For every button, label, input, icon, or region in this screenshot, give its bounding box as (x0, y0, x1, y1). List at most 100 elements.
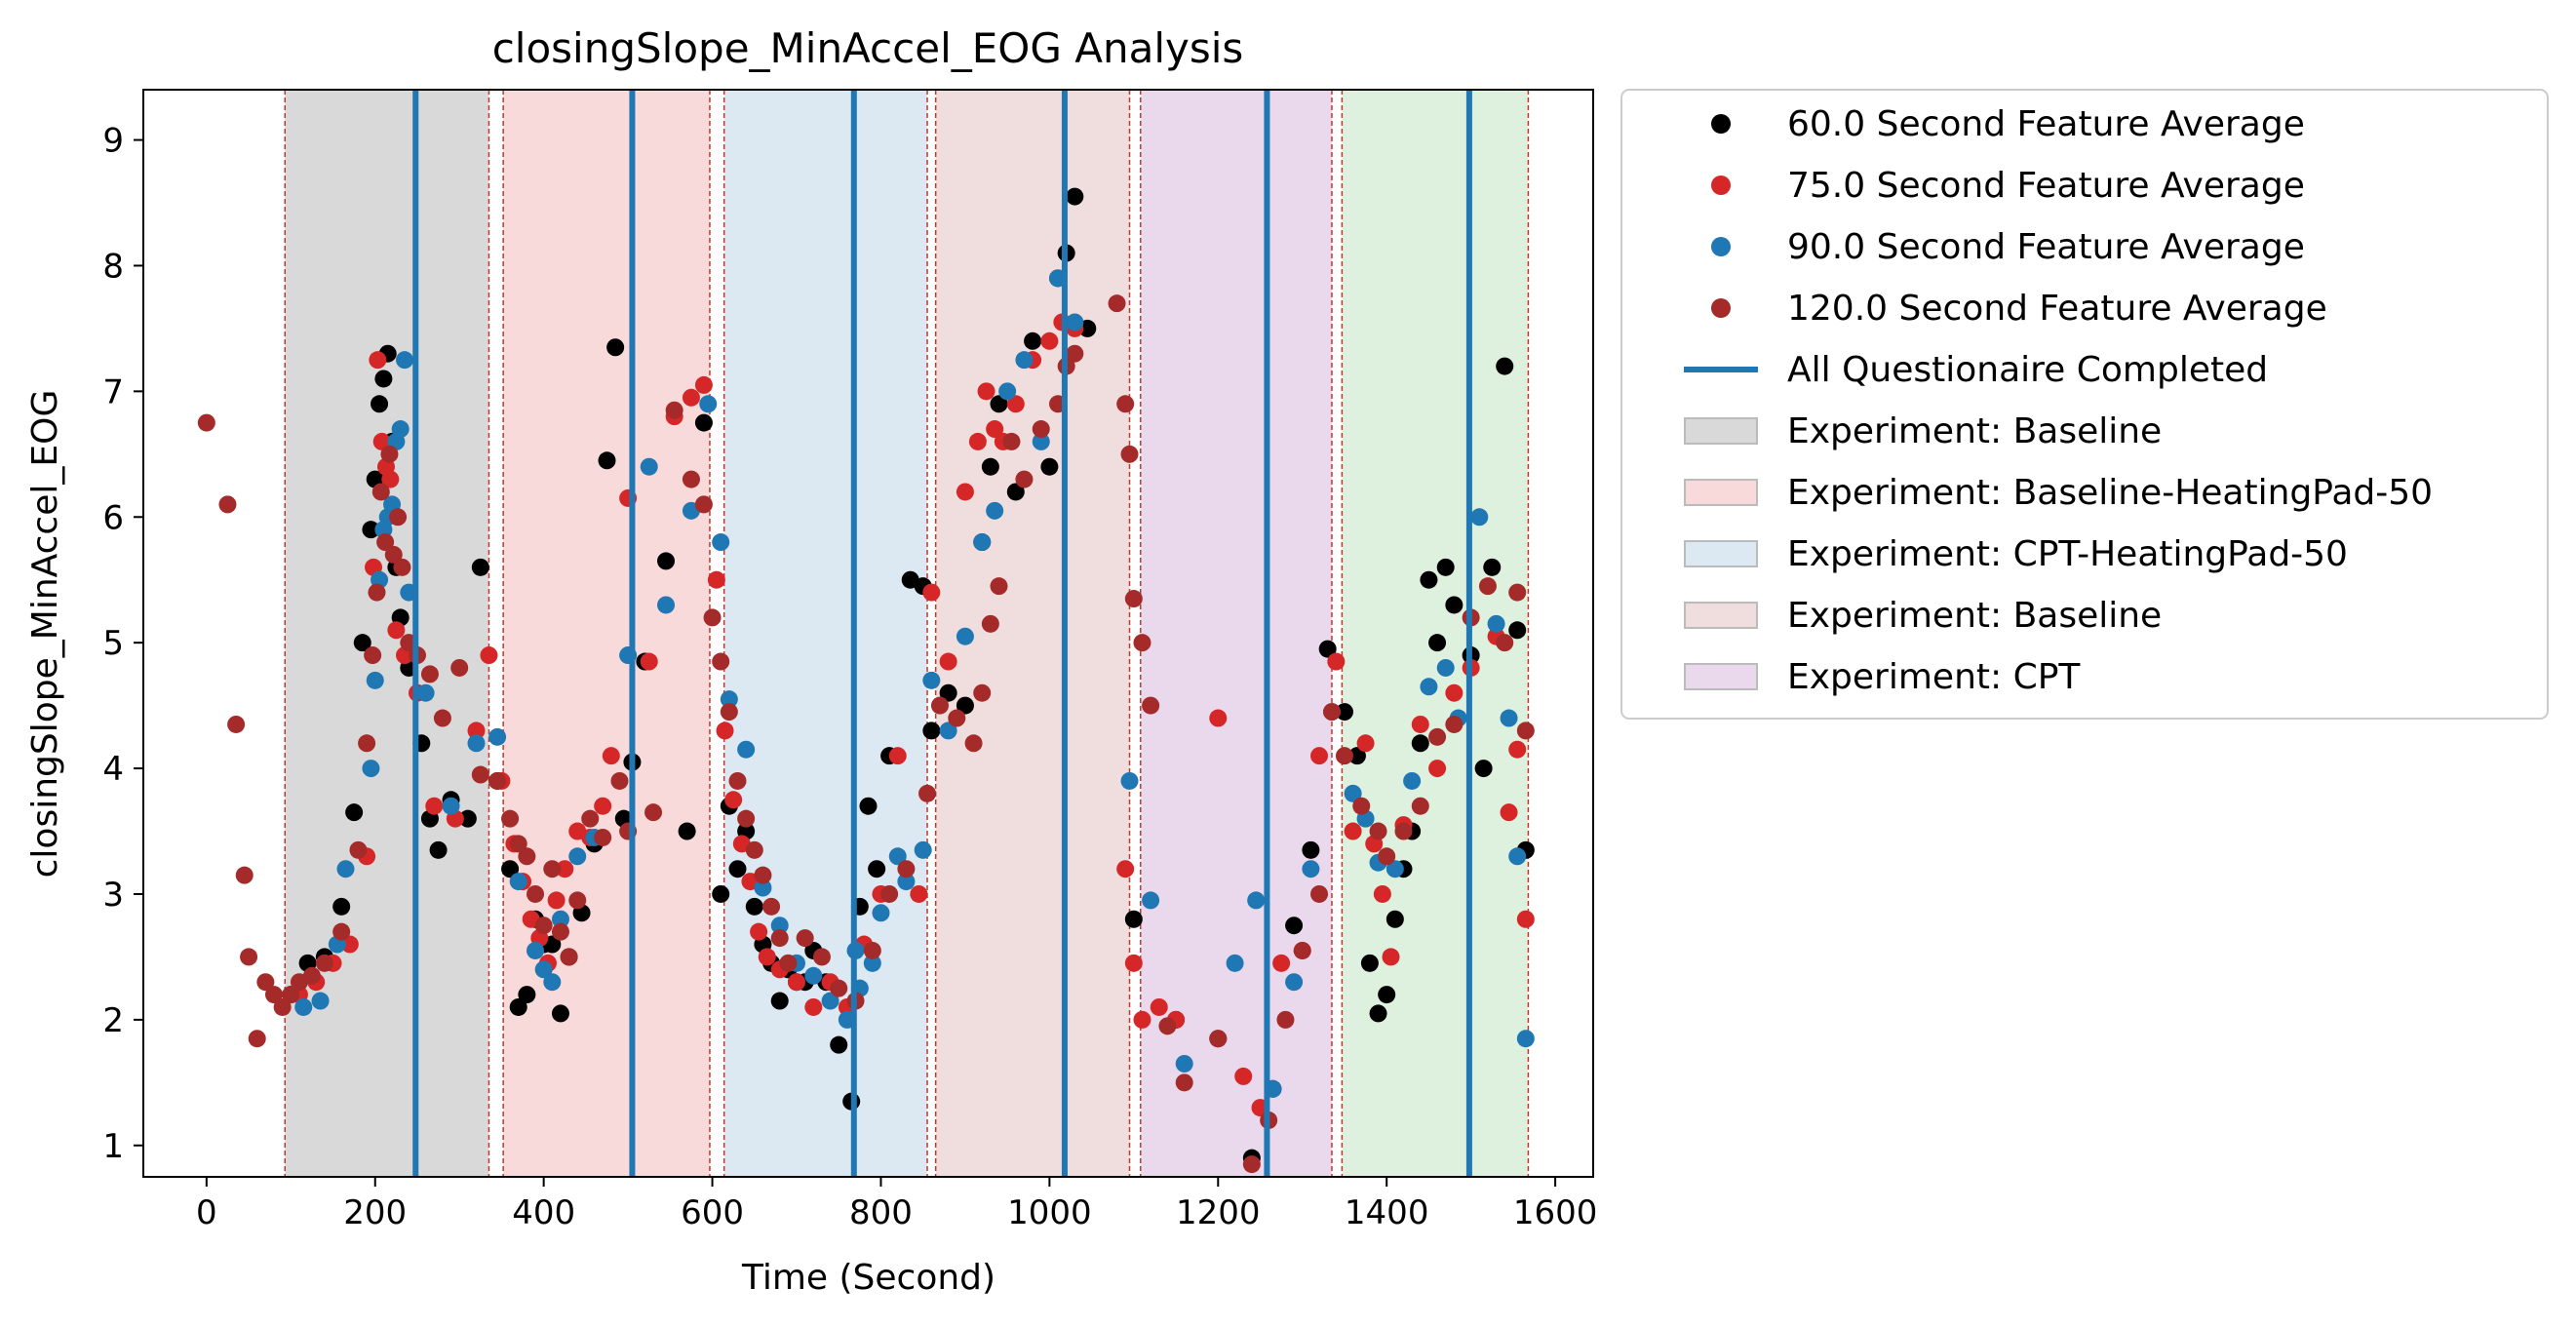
data-point-s0-99 (1508, 621, 1527, 640)
data-point-s2-68 (1386, 860, 1404, 878)
x-tick-label-7: 1400 (1345, 1193, 1429, 1232)
data-point-s2-56 (1120, 771, 1139, 790)
data-point-s3-63 (880, 884, 899, 903)
data-point-s3-39 (568, 891, 587, 910)
data-point-s3-98 (1411, 797, 1429, 815)
data-point-s0-94 (1445, 596, 1464, 614)
y-tick-label-8: 9 (102, 122, 124, 161)
data-point-s1-75 (1356, 734, 1375, 753)
data-point-s1-62 (1116, 860, 1135, 878)
data-point-s1-42 (788, 973, 806, 992)
data-point-s3-12 (315, 954, 333, 972)
x-tick-label-8: 1600 (1513, 1193, 1598, 1232)
data-point-s2-19 (527, 941, 545, 959)
data-point-s1-72 (1310, 747, 1329, 765)
data-point-s1-59 (1040, 332, 1059, 350)
data-point-s0-4 (345, 803, 364, 822)
legend-marker-0 (1711, 114, 1731, 134)
data-point-s1-57 (1006, 395, 1025, 413)
data-point-s3-44 (644, 803, 663, 822)
data-point-s2-69 (1403, 771, 1422, 790)
chart-title: closingSlope_MinAccel_EOG Analysis (492, 24, 1244, 72)
y-tick-label-2: 3 (102, 876, 124, 915)
data-point-s2-26 (640, 457, 658, 476)
data-point-s2-20 (534, 960, 553, 979)
data-point-s0-56 (859, 797, 878, 815)
data-point-s2-52 (1015, 351, 1034, 370)
data-point-s2-16 (467, 734, 486, 753)
data-point-s1-9 (381, 470, 400, 488)
data-point-s2-53 (1032, 432, 1050, 450)
data-point-s3-86 (1209, 1030, 1228, 1048)
data-point-s1-86 (1508, 740, 1527, 759)
data-point-s2-43 (888, 847, 907, 866)
data-point-s2-51 (998, 382, 1017, 401)
data-point-s2-41 (863, 954, 881, 972)
data-point-s3-59 (812, 948, 831, 966)
data-point-s3-83 (1142, 696, 1160, 715)
data-point-s1-13 (425, 797, 444, 815)
data-point-s2-77 (1516, 1030, 1535, 1048)
data-point-s2-32 (737, 740, 756, 759)
data-point-s2-21 (543, 973, 562, 992)
plot-area (142, 89, 1594, 1178)
data-point-s0-40 (712, 884, 730, 903)
data-point-s3-94 (1352, 797, 1371, 815)
data-point-s3-6 (256, 973, 275, 992)
data-point-s3-73 (1015, 470, 1034, 488)
data-point-s1-28 (602, 747, 620, 765)
data-point-s3-50 (720, 703, 738, 722)
data-point-s3-5 (248, 1030, 266, 1048)
data-point-s3-26 (420, 665, 439, 683)
y-tick-label-5: 6 (102, 498, 124, 537)
experiment-boundary-lines (284, 90, 1530, 1177)
data-point-s0-69 (1040, 457, 1059, 476)
data-point-s2-30 (712, 533, 730, 552)
data-point-s2-34 (770, 917, 789, 935)
data-point-s0-62 (939, 683, 957, 702)
data-point-s3-89 (1276, 1010, 1295, 1029)
data-point-s3-54 (754, 866, 772, 884)
data-point-s0-24 (518, 986, 536, 1004)
data-point-s1-50 (922, 583, 941, 602)
data-point-s3-35 (534, 917, 553, 935)
data-point-s0-91 (1420, 570, 1438, 589)
data-point-s3-21 (384, 545, 403, 564)
data-point-s2-60 (1247, 891, 1266, 910)
data-point-s2-55 (1066, 313, 1084, 332)
data-point-s0-66 (990, 395, 1008, 413)
legend-items: 60.0 Second Feature Average 75.0 Second F… (1684, 104, 2433, 697)
data-point-s0-33 (606, 338, 625, 357)
data-point-s3-65 (918, 784, 937, 802)
experiment-region-2 (723, 90, 928, 1177)
data-point-s3-13 (332, 922, 351, 941)
data-point-s0-68 (1024, 332, 1042, 350)
legend-label-3: 120.0 Second Feature Average (1787, 289, 2327, 329)
legend: 60.0 Second Feature Average 75.0 Second F… (1620, 89, 2549, 720)
data-point-s3-36 (543, 860, 562, 878)
legend-label-1: 75.0 Second Feature Average (1787, 166, 2305, 206)
data-point-s2-27 (657, 596, 676, 614)
data-point-s3-18 (371, 483, 390, 501)
data-point-s3-93 (1335, 747, 1353, 765)
data-point-s3-40 (581, 809, 600, 828)
data-point-s1-39 (750, 922, 768, 941)
data-point-s1-87 (1516, 910, 1535, 928)
data-point-s3-91 (1310, 884, 1329, 903)
data-point-s1-15 (467, 722, 486, 740)
data-point-s2-15 (442, 797, 460, 815)
data-point-s1-48 (888, 747, 907, 765)
data-point-s0-82 (1335, 703, 1353, 722)
data-point-s3-102 (1478, 577, 1497, 596)
data-point-s0-86 (1378, 986, 1396, 1004)
data-point-s3-7 (265, 986, 284, 1004)
data-point-s1-23 (547, 891, 566, 910)
data-point-s3-74 (1032, 420, 1050, 439)
data-point-s2-59 (1226, 954, 1244, 972)
x-axis-title: Time (Second) (741, 1258, 995, 1298)
data-point-s3-58 (796, 929, 814, 948)
legend-label-2: 90.0 Second Feature Average (1787, 227, 2305, 267)
data-point-s3-105 (1516, 722, 1535, 740)
data-point-s3-78 (1108, 294, 1126, 313)
data-point-s1-27 (594, 797, 612, 815)
